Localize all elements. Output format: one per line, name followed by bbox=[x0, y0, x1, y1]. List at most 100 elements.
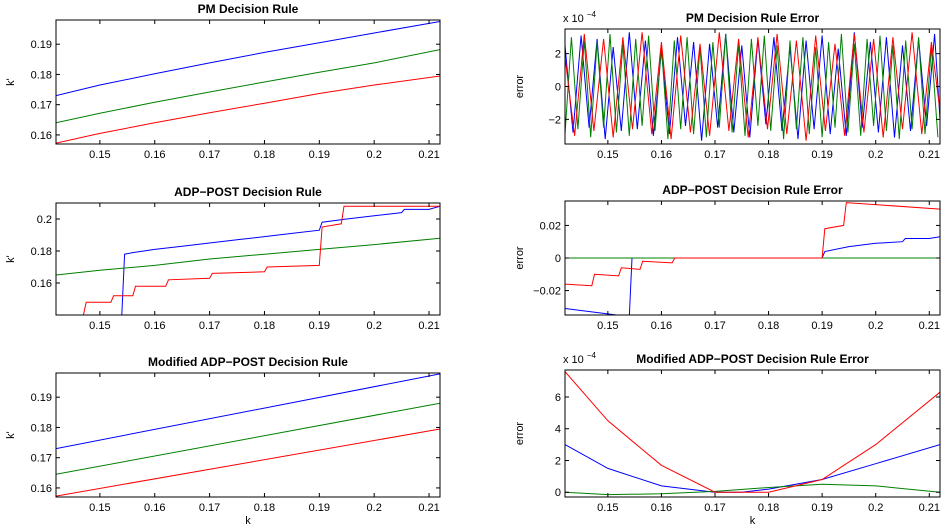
x-tick-label: 0.18 bbox=[758, 149, 779, 161]
x-tick-label: 0.19 bbox=[309, 320, 330, 332]
y-tick-label: 0.16 bbox=[31, 483, 52, 495]
series-line-1 bbox=[56, 205, 440, 315]
series-line-3 bbox=[56, 205, 440, 315]
series-line-3 bbox=[565, 202, 940, 287]
x-tick-label: 0.19 bbox=[309, 149, 330, 161]
y-axis-label: k' bbox=[5, 78, 17, 86]
y-tick-label: 6 bbox=[555, 392, 561, 404]
x-tick-label: 0.16 bbox=[144, 320, 165, 332]
x-tick-label: 0.21 bbox=[418, 320, 439, 332]
y-tick-label: 0.18 bbox=[31, 69, 52, 81]
y-axis-label: error bbox=[514, 246, 526, 270]
x-tick-label: 0.21 bbox=[919, 149, 940, 161]
subplot-title: Modified ADP−POST Decision Rule bbox=[148, 355, 348, 369]
x-tick-label: 0.2 bbox=[868, 149, 883, 161]
y-tick-label: 2 bbox=[555, 455, 561, 467]
y-tick-label: 0.17 bbox=[31, 453, 52, 465]
y-tick-label: 0.19 bbox=[31, 392, 52, 404]
x-axis-label: k bbox=[245, 515, 251, 524]
y-tick-label: 0.2 bbox=[37, 214, 52, 226]
series-line-1 bbox=[565, 32, 940, 141]
x-tick-label: 0.2 bbox=[367, 320, 382, 332]
series-line-3 bbox=[565, 371, 940, 493]
subplot-1: 0.15 0.16 0.17 0.18 0.19 0.2 0.21 0.16 0.17 0.18 0… bbox=[5, 2, 441, 161]
x-tick-label: 0.15 bbox=[597, 502, 618, 514]
subplot-title: PM Decision Rule bbox=[198, 2, 299, 16]
series-line-3 bbox=[56, 75, 440, 144]
x-tick-label: 0.19 bbox=[811, 320, 832, 332]
x-tick-label: 0.21 bbox=[418, 149, 439, 161]
y-tick-label: 0.18 bbox=[31, 246, 52, 258]
x-tick-label: 0.16 bbox=[144, 502, 165, 514]
subplot-5: 0.15 0.16 0.17 0.18 0.19 0.2 0.21 −0.02 0 0.02 ADP… bbox=[514, 183, 941, 332]
series-line-2 bbox=[56, 237, 440, 276]
x-tick-label: 0.16 bbox=[651, 502, 672, 514]
subplot-3: 0.15 0.16 0.17 0.18 0.19 0.2 0.21 0.16 0.17 0.18 0… bbox=[5, 355, 441, 524]
subplot-title: PM Decision Rule Error bbox=[686, 11, 820, 25]
x-tick-label: 0.18 bbox=[758, 320, 779, 332]
x-tick-label: 0.17 bbox=[199, 149, 220, 161]
y-exponent: x 10 −4 bbox=[563, 351, 597, 366]
x-tick-label: 0.18 bbox=[254, 320, 275, 332]
x-tick-label: 0.17 bbox=[199, 502, 220, 514]
y-tick-label: 0 bbox=[555, 253, 561, 265]
y-axis-label: k' bbox=[5, 255, 17, 263]
x-tick-label: 0.16 bbox=[651, 320, 672, 332]
x-tick-label: 0.15 bbox=[89, 149, 110, 161]
y-tick-label: 0 bbox=[555, 487, 561, 499]
x-tick-label: 0.2 bbox=[367, 502, 382, 514]
subplot-title: Modified ADP−POST Decision Rule Error bbox=[636, 352, 869, 366]
x-tick-label: 0.2 bbox=[367, 149, 382, 161]
series-line-1 bbox=[565, 236, 940, 315]
x-tick-label: 0.19 bbox=[309, 502, 330, 514]
x-tick-label: 0.18 bbox=[254, 149, 275, 161]
x-tick-label: 0.18 bbox=[254, 502, 275, 514]
x-tick-label: 0.21 bbox=[919, 502, 940, 514]
y-tick-label: 0 bbox=[555, 82, 561, 94]
x-tick-label: 0.2 bbox=[868, 502, 883, 514]
x-tick-label: 0.15 bbox=[89, 320, 110, 332]
y-axis-label: k' bbox=[5, 431, 17, 439]
y-exponent: x 10 −4 bbox=[563, 10, 597, 25]
y-tick-label: 0.19 bbox=[31, 39, 52, 51]
y-tick-label: 4 bbox=[555, 424, 561, 436]
x-tick-label: 0.19 bbox=[811, 502, 832, 514]
y-axis-label: error bbox=[514, 75, 526, 99]
x-tick-label: 0.17 bbox=[704, 502, 725, 514]
y-tick-label: −0.02 bbox=[533, 286, 561, 298]
x-tick-label: 0.16 bbox=[651, 149, 672, 161]
x-tick-label: 0.21 bbox=[919, 320, 940, 332]
y-axis-label: error bbox=[514, 422, 526, 446]
x-tick-label: 0.15 bbox=[597, 149, 618, 161]
y-tick-label: 0.16 bbox=[31, 278, 52, 290]
x-tick-label: 0.18 bbox=[758, 502, 779, 514]
x-tick-label: 0.16 bbox=[144, 149, 165, 161]
series-line-2 bbox=[56, 49, 440, 124]
series-line-1 bbox=[56, 373, 440, 450]
series-line-3 bbox=[56, 428, 440, 497]
x-tick-label: 0.17 bbox=[199, 320, 220, 332]
y-tick-label: 2 bbox=[555, 49, 561, 61]
x-tick-label: 0.17 bbox=[704, 149, 725, 161]
axes-box bbox=[564, 369, 941, 498]
y-tick-label: 0.17 bbox=[31, 100, 52, 112]
subplot-2: 0.15 0.16 0.17 0.18 0.19 0.2 0.21 0.16 0.18 0.2 AD… bbox=[5, 185, 441, 332]
series-line-1 bbox=[56, 21, 440, 97]
x-tick-label: 0.21 bbox=[418, 502, 439, 514]
x-tick-label: 0.15 bbox=[597, 320, 618, 332]
subplot-4: 0.15 0.16 0.17 0.18 0.19 0.2 0.21 −2 0 2 PM Decisi… bbox=[514, 10, 941, 161]
series-line-2 bbox=[56, 402, 440, 475]
y-tick-label: −2 bbox=[548, 114, 561, 126]
subplot-title: ADP−POST Decision Rule bbox=[174, 185, 322, 199]
axes-box bbox=[55, 19, 441, 145]
y-tick-label: 0.18 bbox=[31, 422, 52, 434]
series-line-3 bbox=[565, 32, 940, 141]
series-line-2 bbox=[565, 33, 939, 140]
y-tick-label: 0.02 bbox=[540, 220, 561, 232]
axes-box bbox=[55, 372, 441, 498]
x-tick-label: 0.15 bbox=[89, 502, 110, 514]
series-line-1 bbox=[565, 444, 940, 493]
x-axis-label: k bbox=[750, 515, 756, 524]
subplot-6: 0.15 0.16 0.17 0.18 0.19 0.2 0.21 0 2 4 6 Modified … bbox=[514, 351, 941, 524]
